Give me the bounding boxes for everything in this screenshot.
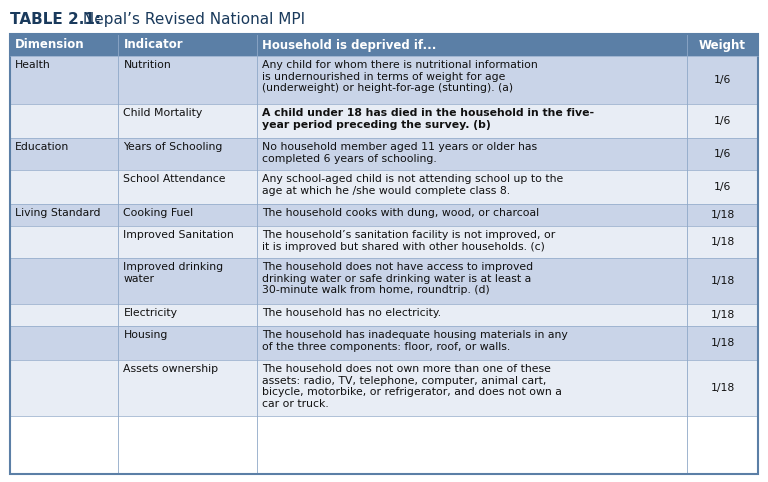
- Text: Indicator: Indicator: [124, 39, 183, 52]
- Text: Electricity: Electricity: [124, 308, 177, 318]
- Text: 1/18: 1/18: [710, 383, 735, 393]
- Text: Years of Schooling: Years of Schooling: [124, 142, 223, 152]
- Text: TABLE 2.1:: TABLE 2.1:: [10, 12, 101, 27]
- Text: Any child for whom there is nutritional information
is undernourished in terms o: Any child for whom there is nutritional …: [262, 60, 538, 93]
- Bar: [10, 56, 758, 104]
- Text: Household is deprived if...: Household is deprived if...: [262, 39, 436, 52]
- Text: Housing: Housing: [124, 330, 168, 340]
- Text: Any school-aged child is not attending school up to the
age at which he /she wou: Any school-aged child is not attending s…: [262, 174, 563, 196]
- Text: Improved Sanitation: Improved Sanitation: [124, 230, 234, 240]
- Text: Assets ownership: Assets ownership: [124, 364, 219, 374]
- Text: Nutrition: Nutrition: [124, 60, 171, 70]
- Text: The household does not have access to improved
drinking water or safe drinking w: The household does not have access to im…: [262, 262, 533, 295]
- Text: A child under 18 has died in the household in the five-
year period preceding th: A child under 18 has died in the househo…: [262, 108, 594, 130]
- Text: Education: Education: [15, 142, 69, 152]
- Text: Dimension: Dimension: [15, 39, 84, 52]
- Bar: [10, 326, 758, 360]
- Bar: [10, 138, 758, 170]
- Bar: [10, 104, 758, 138]
- Text: Child Mortality: Child Mortality: [124, 108, 203, 118]
- Bar: [10, 34, 758, 56]
- Text: Nepal’s Revised National MPI: Nepal’s Revised National MPI: [78, 12, 305, 27]
- Text: 1/6: 1/6: [713, 116, 731, 126]
- Text: 1/6: 1/6: [713, 182, 731, 192]
- Text: 1/18: 1/18: [710, 310, 735, 320]
- Text: 1/18: 1/18: [710, 210, 735, 220]
- Bar: [10, 170, 758, 204]
- Text: Cooking Fuel: Cooking Fuel: [124, 208, 194, 218]
- Text: Health: Health: [15, 60, 51, 70]
- Text: Weight: Weight: [699, 39, 746, 52]
- Text: 1/6: 1/6: [713, 149, 731, 159]
- Text: 1/18: 1/18: [710, 338, 735, 348]
- Bar: [10, 258, 758, 304]
- Text: The household cooks with dung, wood, or charcoal: The household cooks with dung, wood, or …: [262, 208, 539, 218]
- Text: School Attendance: School Attendance: [124, 174, 226, 184]
- Text: Improved drinking
water: Improved drinking water: [124, 262, 223, 283]
- Text: The household has inadequate housing materials in any
of the three components: f: The household has inadequate housing mat…: [262, 330, 568, 351]
- Text: 1/18: 1/18: [710, 276, 735, 286]
- Text: Living Standard: Living Standard: [15, 208, 101, 218]
- Text: The household’s sanitation facility is not improved, or
it is improved but share: The household’s sanitation facility is n…: [262, 230, 555, 252]
- Text: The household has no electricity.: The household has no electricity.: [262, 308, 441, 318]
- Text: 1/6: 1/6: [713, 75, 731, 85]
- Bar: [10, 304, 758, 326]
- Bar: [10, 204, 758, 226]
- Text: No household member aged 11 years or older has
completed 6 years of schooling.: No household member aged 11 years or old…: [262, 142, 537, 163]
- Bar: [10, 226, 758, 258]
- Text: The household does not own more than one of these
assets: radio, TV, telephone, : The household does not own more than one…: [262, 364, 561, 409]
- Bar: [10, 360, 758, 416]
- Text: 1/18: 1/18: [710, 237, 735, 247]
